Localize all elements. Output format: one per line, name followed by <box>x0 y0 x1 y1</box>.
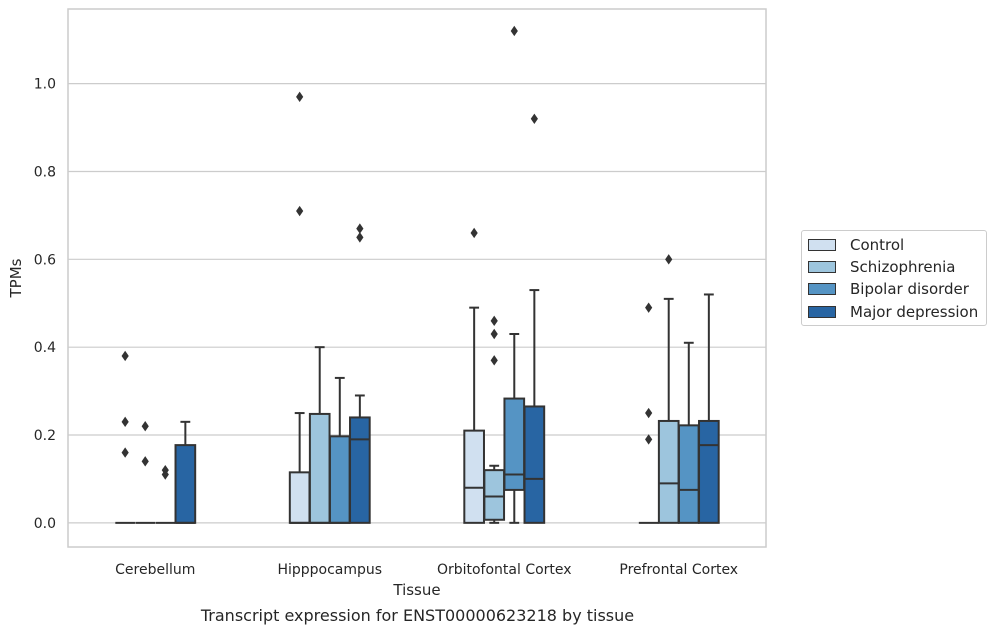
legend: Control Schizophrenia Bipolar disorder M… <box>801 230 987 326</box>
outlier-point <box>645 434 653 445</box>
x-axis-ticks: Cerebellum Hipppocampus Orbitofontal Corte… <box>115 562 738 578</box>
box <box>174 444 197 524</box>
y-tick-label: 0.0 <box>34 516 56 532</box>
y-tick-label: 0.4 <box>34 340 56 356</box>
outlier-point <box>490 315 498 327</box>
outlier-point <box>121 447 129 458</box>
outlier-point <box>665 254 673 265</box>
outlier-point <box>296 205 304 217</box>
legend-item-schizophrenia: Schizophrenia <box>808 257 955 277</box>
outlier-point <box>530 113 538 124</box>
box <box>503 397 526 491</box>
legend-swatch-schizophrenia <box>808 261 836 273</box>
x-tick-label: Cerebellum <box>115 562 195 578</box>
chart-caption: Transcript expression for ENST0000062321… <box>200 606 635 625</box>
outlier-point <box>510 25 518 37</box>
box-group <box>288 91 371 524</box>
box <box>698 419 720 524</box>
box <box>308 412 331 524</box>
y-axis-label: TPMs <box>7 258 25 298</box>
legend-swatch-major-depression <box>808 306 836 318</box>
outlier-point <box>645 302 653 313</box>
box-groups <box>115 25 720 524</box>
y-tick-label: 0.6 <box>34 252 56 268</box>
legend-item-major-depression: Major depression <box>808 302 978 322</box>
box <box>483 469 506 521</box>
legend-swatch-bipolar-disorder <box>808 283 836 295</box>
outlier-point <box>296 91 304 103</box>
outlier-point <box>121 416 129 428</box>
outlier-point <box>645 407 653 419</box>
box-group <box>463 25 546 524</box>
y-axis-ticks: 0.0 0.2 0.4 0.6 0.8 1.0 <box>34 77 56 532</box>
outlier-point <box>470 227 478 239</box>
legend-label: Schizophrenia <box>850 258 956 276</box>
box <box>328 435 351 524</box>
outlier-point <box>161 469 169 480</box>
box <box>677 424 700 524</box>
x-tick-label: Hipppocampus <box>277 562 382 578</box>
legend-label: Control <box>850 236 905 254</box>
outlier-point <box>356 223 364 234</box>
outlier-point <box>490 355 498 366</box>
box <box>288 471 311 524</box>
y-tick-label: 1.0 <box>34 77 56 93</box>
legend-swatch-control <box>808 239 836 251</box>
box <box>657 419 680 524</box>
box <box>523 405 546 524</box>
box-group <box>115 350 197 524</box>
box <box>463 429 485 524</box>
box <box>349 416 371 524</box>
legend-item-bipolar-disorder: Bipolar disorder <box>808 279 969 299</box>
outlier-point <box>141 456 149 467</box>
box-group <box>638 254 720 524</box>
legend-label: Bipolar disorder <box>850 280 969 298</box>
outlier-point <box>141 421 149 432</box>
y-tick-label: 0.8 <box>34 164 56 180</box>
outlier-point <box>490 328 498 340</box>
x-tick-label: Orbitofontal Cortex <box>437 562 572 578</box>
y-tick-label: 0.2 <box>34 428 56 444</box>
legend-label: Major depression <box>850 303 979 321</box>
legend-item-control: Control <box>808 235 904 255</box>
outlier-point <box>121 350 129 362</box>
outlier-point <box>356 232 364 243</box>
x-axis-label: Tissue <box>392 581 440 599</box>
x-tick-label: Prefrontal Cortex <box>619 562 738 578</box>
